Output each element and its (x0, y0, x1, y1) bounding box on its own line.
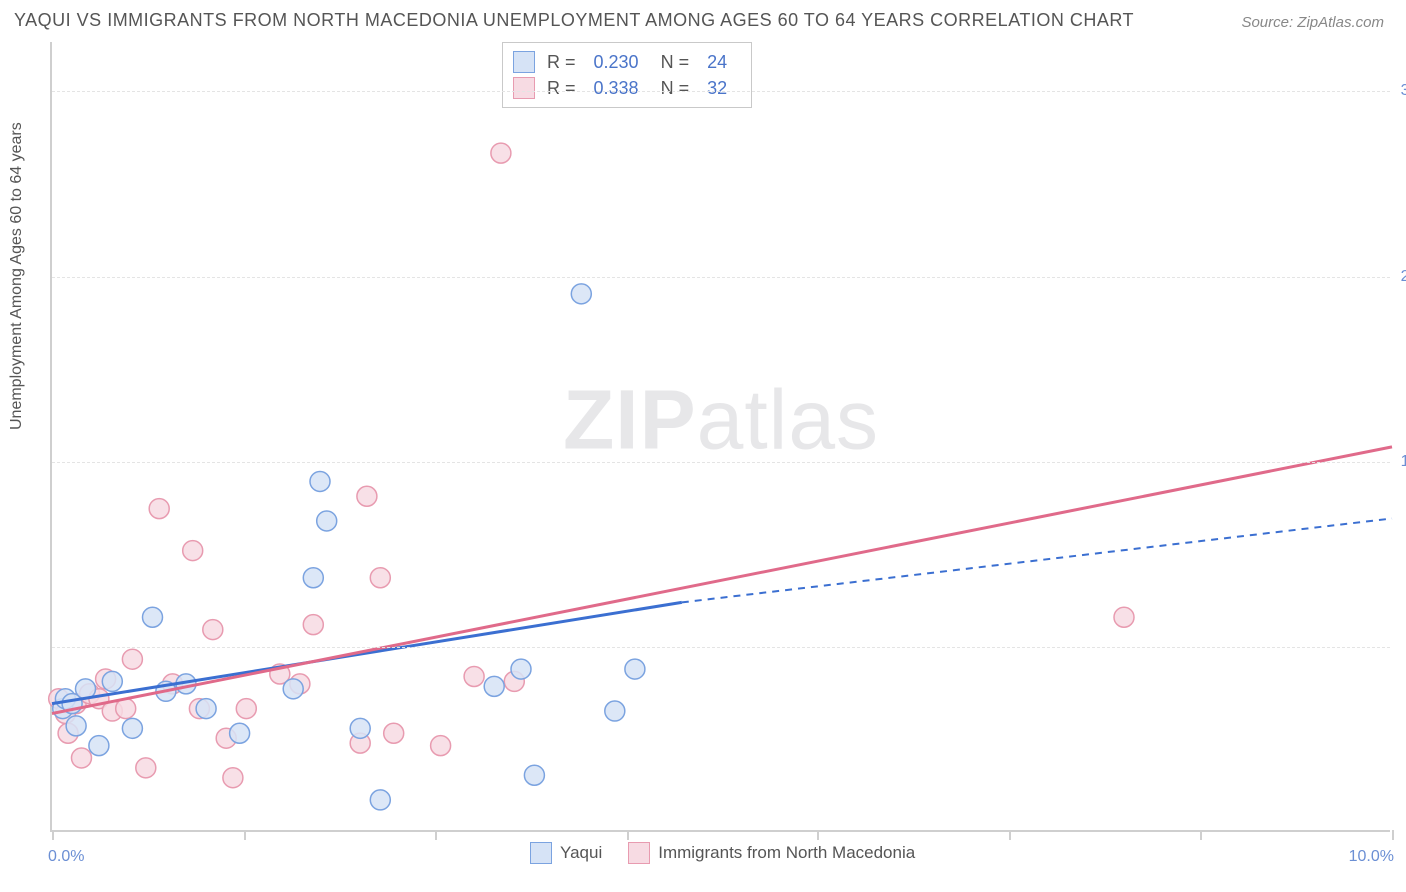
stat-n-value-1: 24 (707, 52, 727, 73)
legend-label-1: Yaqui (560, 843, 602, 863)
data-point (511, 659, 531, 679)
data-point (317, 511, 337, 531)
swatch-series2 (513, 77, 535, 99)
data-point (464, 666, 484, 686)
x-tick (1200, 830, 1202, 840)
stats-row-series1: R = 0.230 N = 24 (513, 49, 737, 75)
data-point (431, 736, 451, 756)
x-tick (244, 830, 246, 840)
x-tick-label-min: 0.0% (48, 848, 84, 866)
data-point (370, 568, 390, 588)
data-point (283, 679, 303, 699)
data-point (491, 143, 511, 163)
data-point (183, 541, 203, 561)
y-tick-label: 15.0% (1401, 453, 1406, 471)
data-point (236, 699, 256, 719)
stats-row-series2: R = 0.338 N = 32 (513, 75, 737, 101)
legend-item-1: Yaqui (530, 842, 602, 864)
x-tick (435, 830, 437, 840)
swatch-series1-bottom (530, 842, 552, 864)
data-point (524, 765, 544, 785)
data-point (223, 768, 243, 788)
data-point (625, 659, 645, 679)
data-point (384, 723, 404, 743)
regression-line-series1-ext (682, 518, 1392, 602)
data-point (571, 284, 591, 304)
data-point (122, 718, 142, 738)
y-axis-label: Unemployment Among Ages 60 to 64 years (8, 122, 26, 430)
stat-n-label: N = (661, 52, 690, 73)
gridline (52, 462, 1390, 463)
data-point (89, 736, 109, 756)
stat-n-value-2: 32 (707, 78, 727, 99)
data-point (149, 499, 169, 519)
data-point (605, 701, 625, 721)
gridline (52, 647, 1390, 648)
stat-r-value-1: 0.230 (594, 52, 639, 73)
data-point (230, 723, 250, 743)
regression-line-series2 (52, 447, 1392, 714)
data-point (66, 716, 86, 736)
data-point (203, 620, 223, 640)
x-tick-label-max: 10.0% (1349, 848, 1394, 866)
data-point (102, 671, 122, 691)
stat-r-value-2: 0.338 (594, 78, 639, 99)
gridline (52, 91, 1390, 92)
chart-title: YAQUI VS IMMIGRANTS FROM NORTH MACEDONIA… (14, 10, 1134, 31)
data-point (136, 758, 156, 778)
data-point (484, 676, 504, 696)
x-tick (817, 830, 819, 840)
y-tick-label: 30.0% (1401, 82, 1406, 100)
data-point (370, 790, 390, 810)
swatch-series1 (513, 51, 535, 73)
source-attribution: Source: ZipAtlas.com (1241, 14, 1384, 31)
y-tick-label: 22.5% (1401, 268, 1406, 286)
data-point (350, 718, 370, 738)
stats-legend-box: R = 0.230 N = 24 R = 0.338 N = 32 (502, 42, 752, 108)
data-point (196, 699, 216, 719)
stat-r-label: R = (547, 78, 576, 99)
gridline (52, 277, 1390, 278)
data-point (143, 607, 163, 627)
x-tick (52, 830, 54, 840)
legend-label-2: Immigrants from North Macedonia (658, 843, 915, 863)
stat-n-label: N = (661, 78, 690, 99)
data-point (303, 615, 323, 635)
plot-area: ZIPatlas R = 0.230 N = 24 R = 0.338 N = … (50, 42, 1390, 832)
bottom-legend: Yaqui Immigrants from North Macedonia (530, 842, 915, 864)
legend-item-2: Immigrants from North Macedonia (628, 842, 915, 864)
data-point (71, 748, 91, 768)
data-point (357, 486, 377, 506)
x-tick (1392, 830, 1394, 840)
x-tick (1009, 830, 1011, 840)
swatch-series2-bottom (628, 842, 650, 864)
chart-svg (52, 42, 1390, 830)
x-tick (627, 830, 629, 840)
data-point (122, 649, 142, 669)
data-point (310, 471, 330, 491)
data-point (1114, 607, 1134, 627)
data-point (303, 568, 323, 588)
stat-r-label: R = (547, 52, 576, 73)
